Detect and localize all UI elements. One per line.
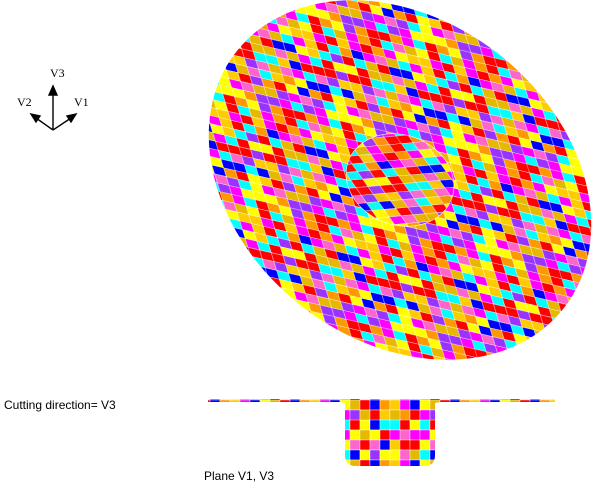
v2-head	[29, 112, 42, 124]
v1-head	[65, 112, 78, 124]
plane-label: Plane V1, V3	[204, 469, 274, 483]
axis-label: V1	[74, 95, 89, 109]
axis-label: V2	[17, 95, 32, 109]
cutting-direction: Cutting direction= V3	[4, 398, 116, 412]
v1-arrow	[52, 117, 72, 131]
v2-arrow	[35, 117, 54, 131]
section-cup	[330, 400, 450, 466]
dish-mesh	[208, 0, 592, 360]
axis-label: V3	[50, 66, 65, 80]
dish-dimple	[345, 133, 455, 227]
triad	[29, 84, 78, 131]
v3-head	[47, 84, 59, 96]
